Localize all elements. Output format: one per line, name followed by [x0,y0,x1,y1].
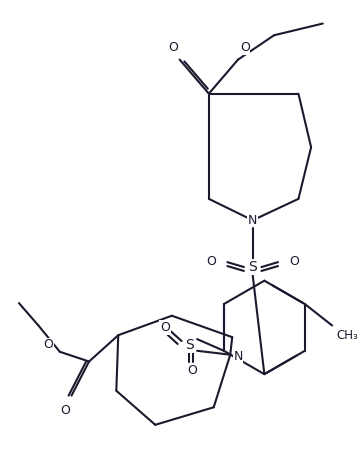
Text: O: O [290,255,299,267]
Text: O: O [43,339,53,352]
Text: N: N [248,214,257,227]
Text: O: O [188,364,197,377]
Text: O: O [168,42,178,55]
Text: N: N [233,350,243,363]
Text: O: O [206,255,216,267]
Text: O: O [60,404,70,417]
Text: O: O [160,321,170,334]
Text: CH₃: CH₃ [336,328,358,342]
Text: O: O [240,42,250,55]
Text: S: S [248,260,257,274]
Text: S: S [185,338,194,352]
